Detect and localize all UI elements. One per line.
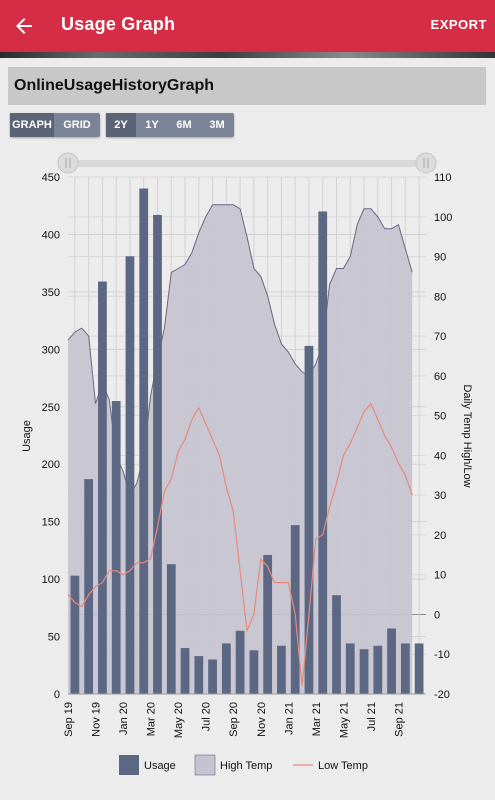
y2-tick-label: 50	[434, 411, 446, 423]
usage-bar	[318, 211, 328, 694]
y2-tick-label: 100	[434, 212, 452, 224]
legend-high-temp-swatch	[194, 754, 216, 776]
usage-bar	[345, 643, 355, 694]
usage-bar	[208, 659, 217, 694]
appbar-divider	[0, 52, 495, 58]
usage-bar	[125, 256, 135, 694]
y2-tick-label: -10	[434, 649, 450, 661]
y-tick-label: 200	[42, 459, 60, 471]
slider-left-handle[interactable]	[57, 152, 79, 174]
x-tick-label: Jul 21	[366, 702, 378, 731]
range-2y-button[interactable]: 2Y	[106, 113, 136, 137]
usage-bar	[304, 345, 314, 694]
usage-bar	[98, 281, 107, 694]
view-toggle: GRAPH GRID	[10, 113, 100, 137]
usage-bar	[290, 525, 300, 694]
y-tick-label: 450	[42, 172, 60, 184]
usage-bar	[400, 643, 410, 694]
slider-track[interactable]	[68, 160, 426, 167]
x-tick-label: Sep 19	[63, 702, 75, 737]
range-slider[interactable]	[57, 152, 437, 174]
x-tick-label: May 21	[338, 702, 350, 738]
x-tick-label: Sep 21	[393, 702, 405, 737]
low-temp-line	[67, 402, 413, 687]
x-tick-label: Jan 20	[118, 702, 130, 735]
y2-tick-label: 0	[434, 609, 440, 621]
y2-tick-label: 40	[434, 450, 446, 462]
x-tick-label: Nov 20	[256, 702, 268, 737]
graph-title: OnlineUsageHistoryGraph	[14, 77, 215, 94]
usage-bar	[332, 595, 341, 694]
usage-bar	[111, 401, 121, 694]
legend-high-temp-label: High Temp	[220, 760, 272, 772]
high-temp-line	[67, 204, 413, 497]
grid-view-button[interactable]: GRID	[63, 119, 91, 131]
legend-usage-label: Usage	[144, 760, 176, 772]
x-tick-label: Mar 20	[146, 702, 158, 736]
usage-bar	[235, 630, 245, 694]
usage-bar	[84, 479, 94, 694]
y-tick-label: 250	[42, 402, 60, 414]
y-tick-label: 100	[42, 574, 60, 586]
usage-bar	[153, 214, 162, 694]
x-tick-label: Jul 20	[201, 702, 213, 731]
graph-header: OnlineUsageHistoryGraph	[8, 67, 486, 105]
y-tick-label: 50	[48, 632, 60, 644]
usage-bar	[194, 656, 204, 694]
y2-tick-label: 20	[434, 530, 446, 542]
usage-bar	[70, 575, 80, 694]
x-tick-label: Mar 21	[311, 702, 323, 736]
usage-bar	[387, 628, 396, 694]
y2-tick-label: 60	[434, 371, 446, 383]
y2-tick-label: 110	[434, 172, 452, 184]
range-6m-button[interactable]: 6M	[176, 119, 192, 131]
slider-right-handle[interactable]	[415, 152, 437, 174]
y2-tick-label: -20	[434, 689, 450, 701]
y-tick-label: 400	[42, 229, 60, 241]
usage-bar	[373, 645, 383, 694]
usage-bar	[180, 648, 190, 694]
x-tick-label: Nov 19	[91, 702, 103, 737]
y2-tick-label: 70	[434, 331, 446, 343]
legend-low-temp-label: Low Temp	[318, 760, 368, 772]
legend-usage-swatch	[119, 755, 139, 775]
page-title: Usage Graph	[61, 14, 176, 34]
back-arrow-icon[interactable]	[12, 14, 36, 38]
y-tick-label: 0	[54, 689, 60, 701]
x-tick-label: Sep 20	[228, 702, 240, 737]
usage-bar	[414, 643, 424, 694]
range-1y-button[interactable]: 1Y	[145, 119, 159, 131]
y-tick-label: 300	[42, 344, 60, 356]
x-tick-label: May 20	[173, 702, 185, 738]
y2-tick-label: 80	[434, 291, 446, 303]
y2-tick-label: 10	[434, 570, 446, 582]
graph-view-button[interactable]: GRAPH	[10, 113, 54, 137]
usage-bar	[166, 564, 176, 694]
usage-bar	[277, 645, 286, 694]
usage-bar	[263, 554, 273, 694]
usage-bar	[359, 649, 369, 694]
usage-bar	[221, 643, 231, 694]
app-bar: Usage Graph EXPORT	[0, 0, 495, 52]
range-toggle: 2Y 1Y 6M 3M	[106, 113, 234, 137]
y-axis-title: Usage	[21, 420, 33, 452]
y2-tick-label: 90	[434, 252, 446, 264]
range-3m-button[interactable]: 3M	[209, 119, 225, 131]
y-tick-label: 350	[42, 287, 60, 299]
usage-bar	[139, 188, 149, 694]
y2-axis-title: Daily Temp High/Low	[461, 384, 473, 487]
x-tick-label: Jan 21	[283, 702, 295, 735]
y2-tick-label: 30	[434, 490, 446, 502]
usage-bar	[249, 650, 259, 694]
export-button[interactable]: EXPORT	[430, 17, 487, 32]
y-tick-label: 150	[42, 517, 60, 529]
